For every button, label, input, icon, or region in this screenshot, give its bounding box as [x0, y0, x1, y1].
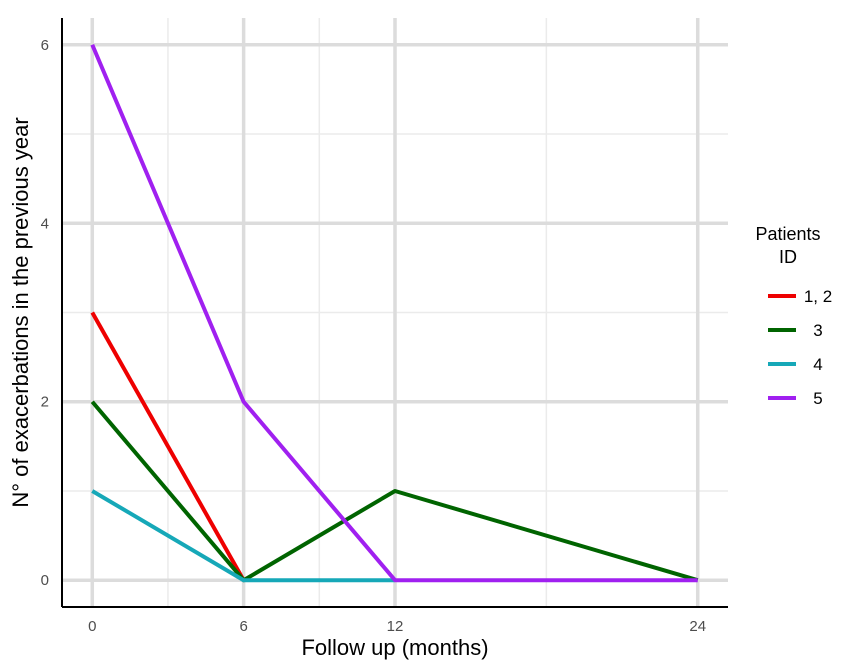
series-line-4 [90, 43, 698, 583]
y-axis-ticks: 0 2 4 6 [41, 37, 49, 589]
legend-label-1: 1, 2 [804, 287, 832, 306]
legend-label-4: 5 [813, 389, 822, 408]
x-tick-label: 6 [239, 618, 247, 635]
legend-title-line-1: Patients [755, 224, 820, 244]
series-line-2 [90, 400, 699, 583]
legend: Patients ID 1, 2 3 4 5 [755, 224, 832, 408]
series-line-3 [91, 489, 395, 583]
x-tick-label: 0 [88, 618, 96, 635]
y-tick-label: 2 [41, 394, 49, 411]
x-axis-title: Follow up (months) [301, 635, 488, 660]
y-tick-label: 0 [41, 572, 49, 589]
y-axis-title: N° of exacerbations in the previous year [8, 117, 33, 507]
legend-label-2: 3 [813, 321, 822, 340]
y-tick-label: 6 [41, 37, 49, 54]
x-tick-label: 24 [689, 618, 706, 635]
legend-items: 1, 2 3 4 5 [768, 287, 832, 408]
major-gridlines [62, 18, 728, 607]
y-tick-label: 4 [41, 215, 49, 232]
series-lines [90, 43, 699, 583]
legend-title-line-2: ID [779, 247, 797, 267]
x-tick-label: 12 [387, 618, 404, 635]
series-line-1 [90, 311, 246, 582]
x-axis-ticks: 0 6 12 24 [88, 618, 706, 635]
legend-label-3: 4 [813, 355, 822, 374]
